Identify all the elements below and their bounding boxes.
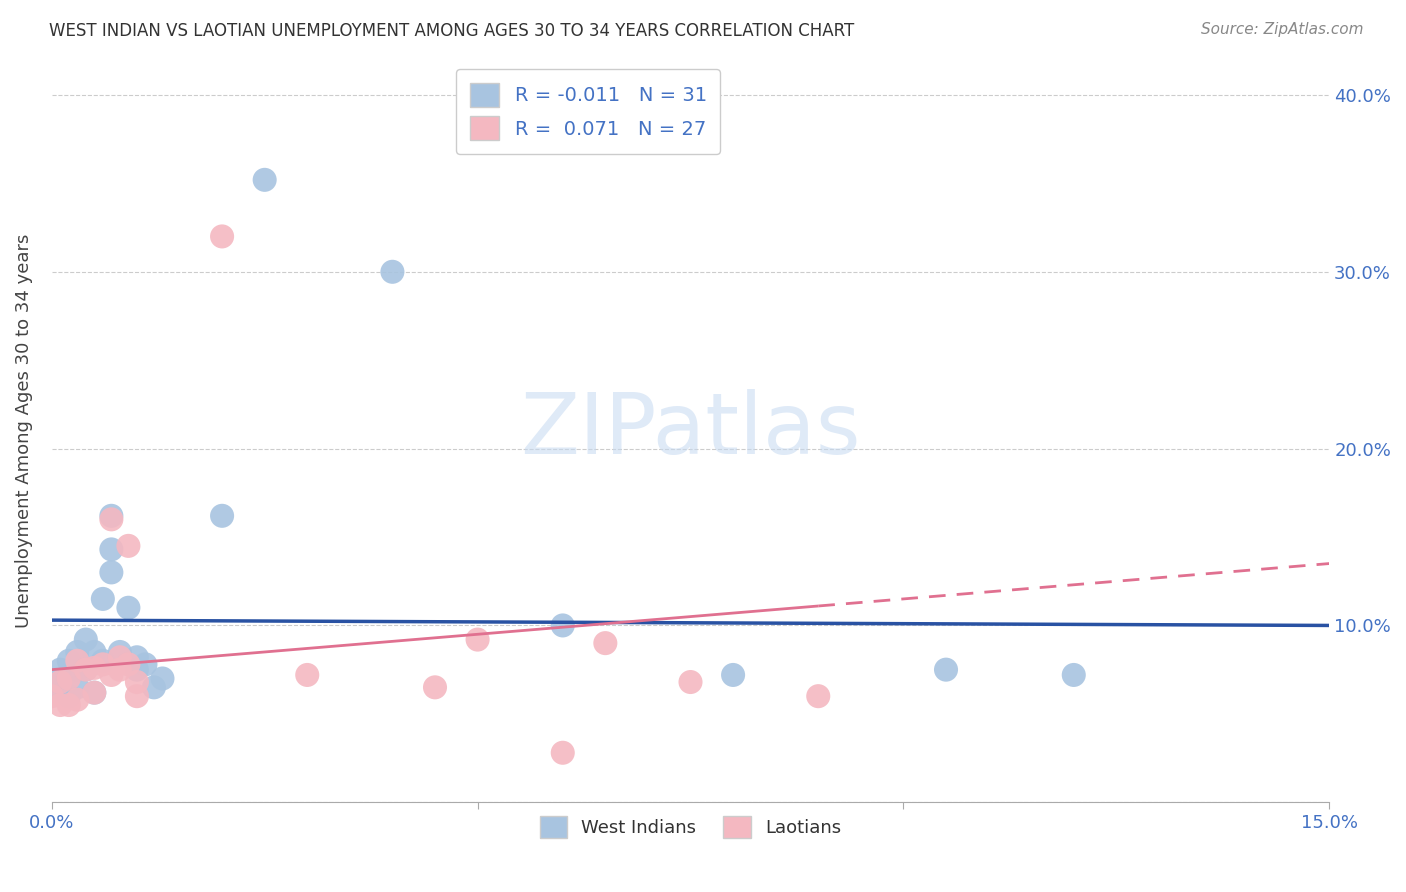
Point [75,663,97,677]
Point [83,645,105,659]
Text: WEST INDIAN VS LAOTIAN UNEMPLOYMENT AMONG AGES 30 TO 34 YEARS CORRELATION CHART: WEST INDIAN VS LAOTIAN UNEMPLOYMENT AMON… [49,22,855,40]
Point [125,675,148,690]
Point [117,657,139,672]
Point [58,698,80,712]
Point [49,675,72,690]
Point [935,663,957,677]
Point [100,566,122,580]
Y-axis label: Unemployment Among Ages 30 to 34 years: Unemployment Among Ages 30 to 34 years [15,234,32,628]
Text: Source: ZipAtlas.com: Source: ZipAtlas.com [1201,22,1364,37]
Point [49,663,72,677]
Point [58,689,80,703]
Point [125,650,148,665]
Point [66,654,89,668]
Point [100,508,122,523]
Point [58,672,80,686]
Legend: West Indians, Laotians: West Indians, Laotians [533,809,848,846]
Point [211,229,233,244]
Point [125,663,148,677]
Point [211,508,233,523]
Point [66,681,89,695]
Point [91,657,114,672]
Point [253,173,276,187]
Point [83,685,105,699]
Point [423,681,446,695]
Text: ZIPatlas: ZIPatlas [520,390,860,473]
Point [49,698,72,712]
Point [91,591,114,606]
Point [117,539,139,553]
Point [108,650,131,665]
Point [83,685,105,699]
Point [66,663,89,677]
Point [297,668,319,682]
Point [467,632,489,647]
Point [83,661,105,675]
Point [134,657,156,672]
Point [108,663,131,677]
Point [807,689,830,703]
Point [41,689,63,703]
Point [721,668,744,682]
Point [49,681,72,695]
Point [66,692,89,706]
Point [142,681,165,695]
Point [125,689,148,703]
Point [595,636,617,650]
Point [100,668,122,682]
Point [75,632,97,647]
Point [100,542,122,557]
Point [66,645,89,659]
Point [100,512,122,526]
Point [117,600,139,615]
Point [551,746,574,760]
Point [91,654,114,668]
Point [41,681,63,695]
Point [1063,668,1085,682]
Point [551,618,574,632]
Point [152,672,174,686]
Point [58,654,80,668]
Point [679,675,702,690]
Point [108,645,131,659]
Point [75,663,97,677]
Point [381,265,404,279]
